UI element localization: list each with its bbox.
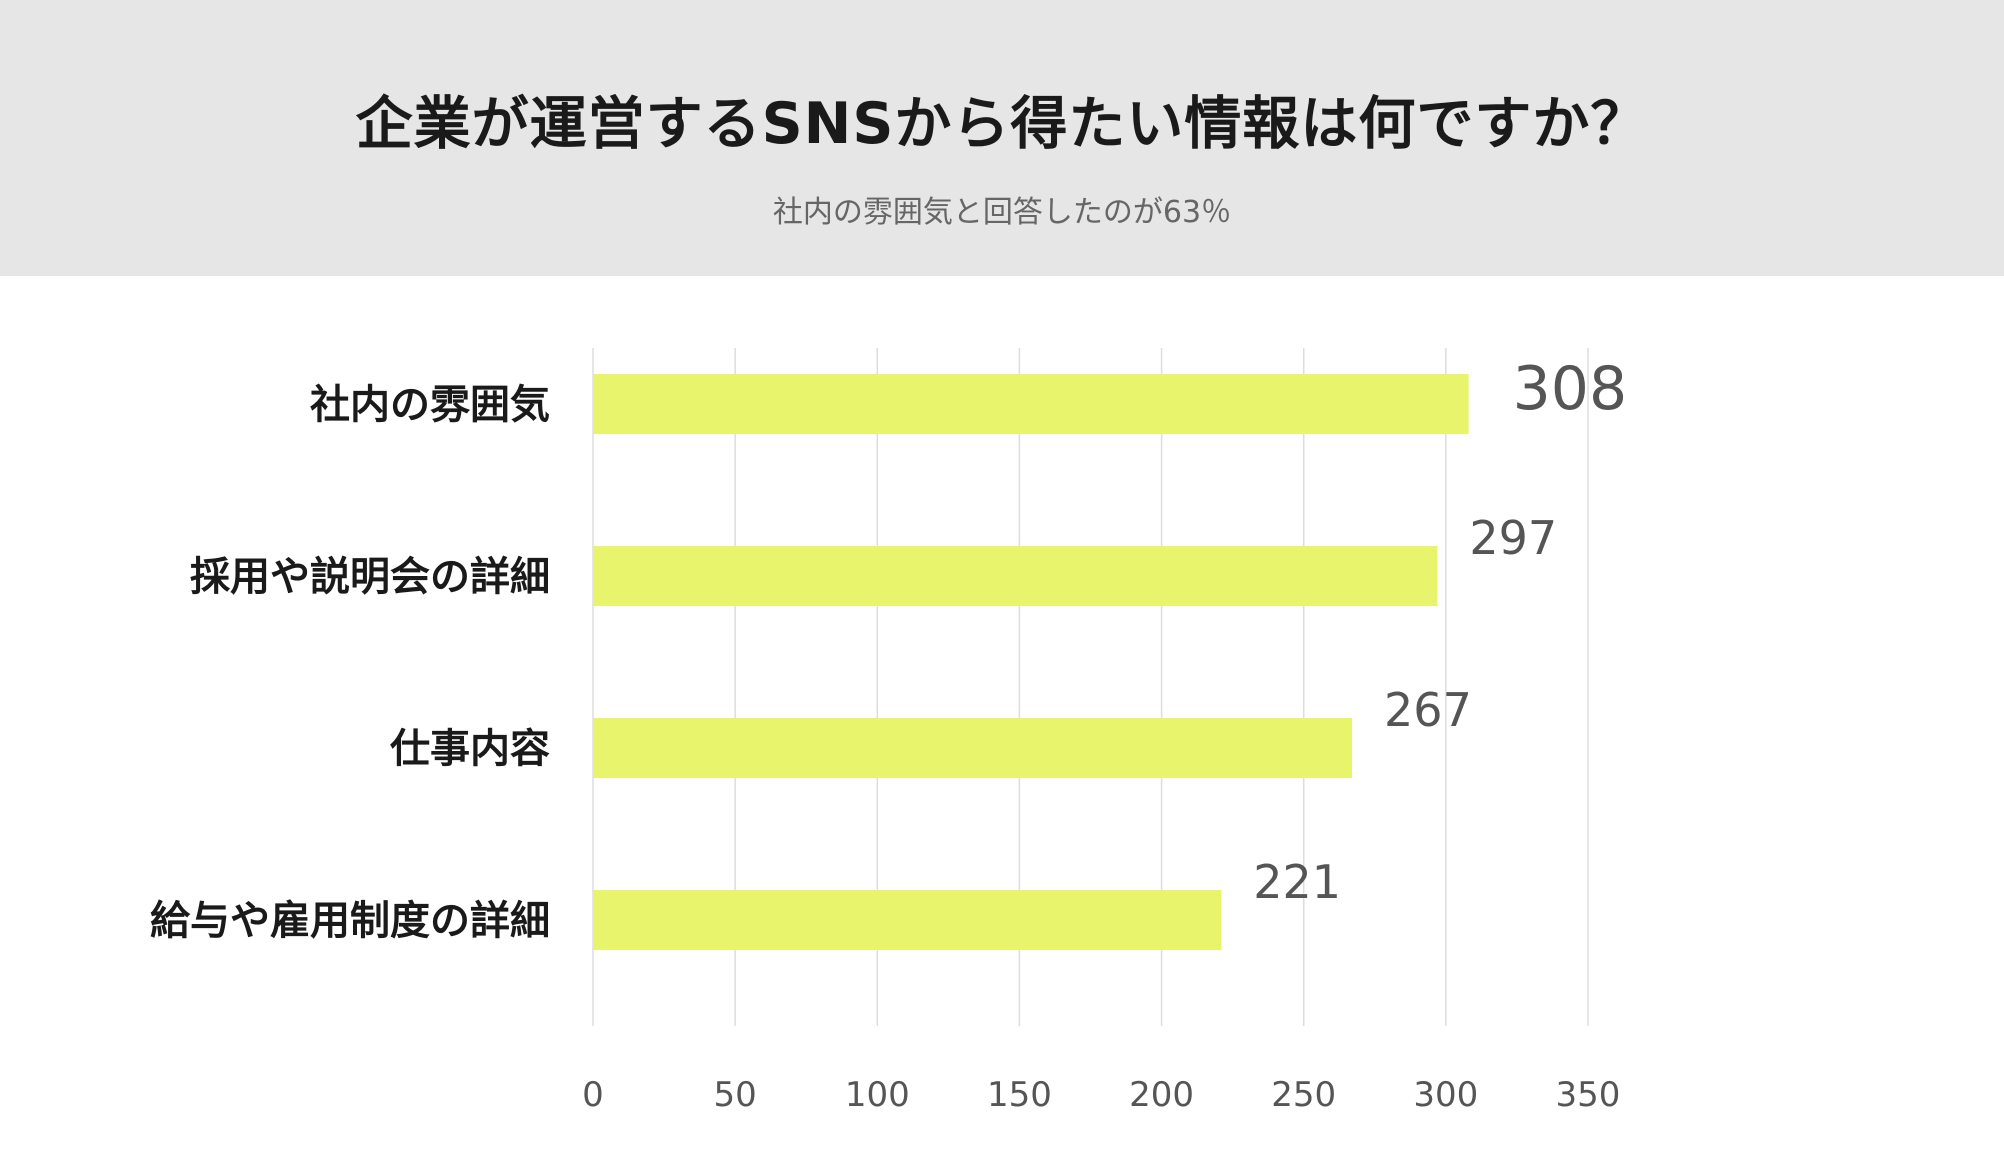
category-label: 仕事内容 [390, 726, 550, 772]
bar [593, 374, 1469, 434]
chart-title: 企業が運営するSNSから得たい情報は何ですか？ [355, 91, 1649, 157]
bar-chart: 0 50 100 150 200 250 300 350 社内の雰囲気 308 採用や説明会の詳細 2… [0, 276, 2004, 1166]
data-label: 221 [1253, 855, 1341, 909]
x-tick-label: 350 [1556, 1075, 1621, 1115]
x-tick-label: 50 [714, 1075, 757, 1115]
x-tick-label: 250 [1271, 1075, 1336, 1115]
bar-chart-svg: 0 50 100 150 200 250 300 350 社内の雰囲気 308 採用や説明会の詳細 2… [150, 348, 1628, 1115]
bar [593, 718, 1353, 778]
x-tick-label: 150 [987, 1075, 1052, 1115]
category-label: 採用や説明会の詳細 [190, 554, 550, 600]
data-label: 267 [1384, 683, 1472, 737]
data-label: 297 [1469, 511, 1557, 565]
x-tick-label: 200 [1129, 1075, 1194, 1115]
bar [593, 546, 1438, 606]
x-tick-label: 300 [1413, 1075, 1478, 1115]
category-label: 給与や雇用制度の詳細 [150, 898, 550, 944]
chart-header: 企業が運営するSNSから得たい情報は何ですか？ 社内の雰囲気と回答したのが63％ [0, 0, 2004, 276]
x-tick-label: 0 [582, 1075, 604, 1115]
category-label: 社内の雰囲気 [310, 382, 550, 428]
x-tick-label: 100 [845, 1075, 910, 1115]
bar [593, 890, 1222, 950]
data-label: 308 [1513, 354, 1628, 424]
chart-subtitle: 社内の雰囲気と回答したのが63％ [772, 195, 1232, 230]
